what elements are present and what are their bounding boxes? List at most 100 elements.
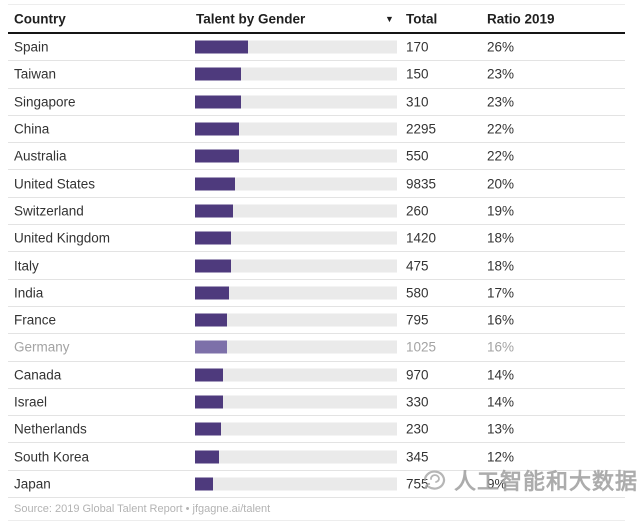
ratio-value: 20%	[487, 176, 515, 192]
country-label: Netherlands	[14, 421, 87, 437]
talent-bar-track	[195, 368, 397, 382]
country-label: United States	[14, 176, 96, 192]
header-ratio-2019: Ratio 2019	[487, 11, 555, 26]
total-value: 170	[406, 39, 429, 55]
table-row: France 795 16%	[8, 307, 625, 335]
total-value: 9835	[406, 176, 437, 192]
total-value: 230	[406, 421, 429, 437]
table-header-row: Country Talent by Gender ▼ Total Ratio 2…	[8, 4, 625, 34]
country-label: South Korea	[14, 449, 90, 465]
total-value: 795	[406, 312, 429, 328]
country-label: Singapore	[14, 94, 76, 110]
table-row: South Korea 345 12%	[8, 443, 625, 471]
talent-bar-fill	[195, 177, 236, 191]
talent-bar-track	[195, 67, 397, 81]
talent-bar-fill	[195, 40, 248, 54]
country-label: France	[14, 312, 57, 328]
total-value: 475	[406, 258, 429, 274]
total-value: 260	[406, 203, 429, 219]
ratio-value: 23%	[487, 94, 515, 110]
total-value: 970	[406, 367, 429, 383]
source-note: Source: 2019 Global Talent Report • jfga…	[8, 498, 625, 521]
country-label: China	[14, 121, 50, 137]
ratio-value: 23%	[487, 66, 515, 82]
talent-bar-fill	[195, 95, 242, 109]
talent-bar-track	[195, 95, 397, 109]
talent-bar-fill	[195, 286, 230, 300]
ratio-value: 14%	[487, 394, 515, 410]
watermark: 人工智能和大数据	[419, 464, 638, 496]
ratio-value: 12%	[487, 449, 515, 465]
talent-bar-track	[195, 231, 397, 245]
talent-bar-fill	[195, 340, 228, 354]
talent-bar-fill	[195, 422, 222, 436]
talent-bar-fill	[195, 395, 224, 409]
talent-bar-track	[195, 149, 397, 163]
table-row: United States 9835 20%	[8, 170, 625, 198]
header-talent-by-gender: Talent by Gender	[196, 11, 306, 26]
country-label: Taiwan	[14, 66, 57, 82]
total-value: 550	[406, 148, 429, 164]
ratio-value: 13%	[487, 421, 515, 437]
table-body: Spain 170 26% Taiwan 150 23% Singapore 310 23% Ch…	[8, 34, 625, 499]
table-row: Spain 170 26%	[8, 34, 625, 62]
talent-bar-fill	[195, 368, 224, 382]
talent-bar-track	[195, 204, 397, 218]
talent-bar-track	[195, 450, 397, 464]
talent-bar-fill	[195, 204, 234, 218]
total-value: 2295	[406, 121, 437, 137]
total-value: 345	[406, 449, 429, 465]
talent-bar-track	[195, 422, 397, 436]
country-label: Switzerland	[14, 203, 84, 219]
sort-descending-icon[interactable]: ▼	[385, 13, 394, 24]
total-value: 1025	[406, 339, 437, 355]
talent-bar-track	[195, 313, 397, 327]
country-label: Israel	[14, 394, 48, 410]
country-label: Germany	[14, 339, 70, 355]
total-value: 755	[406, 476, 429, 492]
ratio-value: 18%	[487, 258, 515, 274]
talent-bar-track	[195, 122, 397, 136]
talent-bar-fill	[195, 259, 232, 273]
watermark-logo-icon	[423, 470, 446, 490]
country-label: Australia	[14, 148, 67, 164]
table-row: Canada 970 14%	[8, 362, 625, 389]
header-country: Country	[14, 11, 66, 26]
table-row: Japan 755 9%	[8, 471, 625, 499]
talent-bar-fill	[195, 149, 240, 163]
ratio-value: 18%	[487, 230, 515, 246]
table-row: Taiwan 150 23%	[8, 61, 625, 89]
ratio-value: 16%	[487, 339, 515, 355]
talent-bar-track	[195, 477, 397, 491]
ratio-value: 19%	[487, 203, 515, 219]
table-row: United Kingdom 1420 18%	[8, 225, 625, 253]
ratio-value: 9%	[487, 476, 507, 492]
talent-bar-fill	[195, 313, 228, 327]
ratio-value: 17%	[487, 285, 515, 301]
country-label: Japan	[14, 476, 51, 492]
table-row: China 2295 22%	[8, 116, 625, 144]
talent-bar-track	[195, 40, 397, 54]
country-label: United Kingdom	[14, 230, 111, 246]
table-row: Singapore 310 23%	[8, 89, 625, 116]
ratio-value: 22%	[487, 121, 515, 137]
ratio-value: 22%	[487, 148, 515, 164]
talent-bar-fill	[195, 450, 220, 464]
country-label: Spain	[14, 39, 49, 55]
talent-bar-track	[195, 340, 397, 354]
talent-by-gender-table: Country Talent by Gender ▼ Total Ratio 2…	[8, 4, 625, 521]
table-row: Netherlands 230 13%	[8, 416, 625, 444]
country-label: Italy	[14, 258, 39, 274]
country-label: India	[14, 285, 44, 301]
talent-bar-track	[195, 259, 397, 273]
table-row: Germany 1025 16%	[8, 334, 625, 362]
table-row: Italy 475 18%	[8, 252, 625, 280]
ratio-value: 26%	[487, 39, 515, 55]
ratio-value: 16%	[487, 312, 515, 328]
table-row: India 580 17%	[8, 280, 625, 307]
total-value: 310	[406, 94, 429, 110]
table-row: Switzerland 260 19%	[8, 198, 625, 226]
talent-bar-track	[195, 177, 397, 191]
talent-bar-fill	[195, 231, 232, 245]
total-value: 580	[406, 285, 429, 301]
